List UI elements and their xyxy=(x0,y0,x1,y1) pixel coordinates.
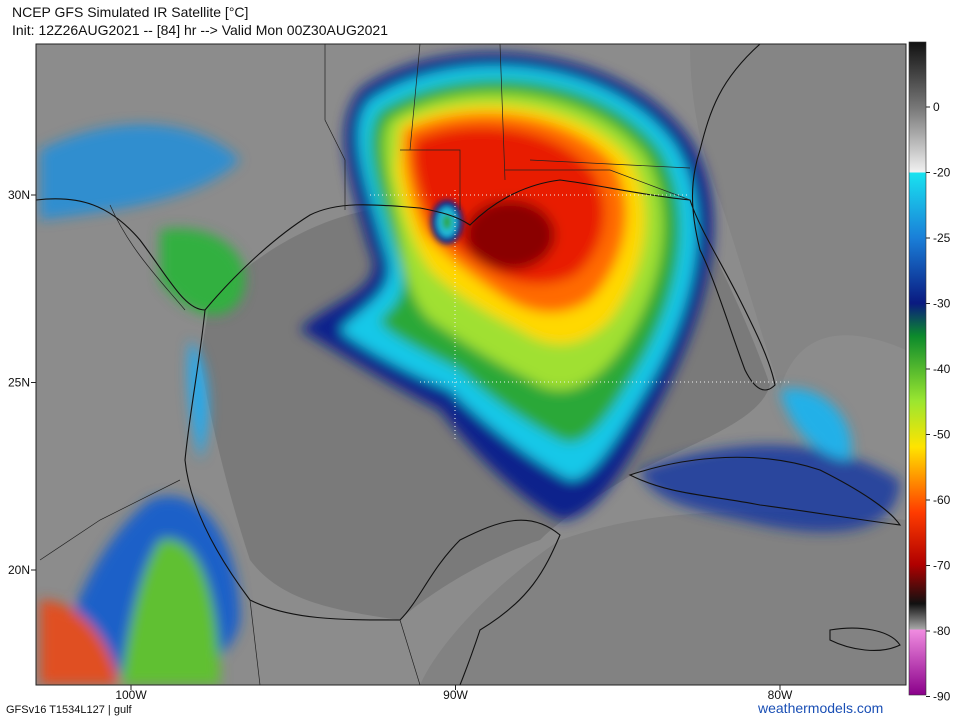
brand: weathermodels.com xyxy=(757,700,883,716)
colorbar-label: -20 xyxy=(933,166,951,180)
colorbar-label: -30 xyxy=(933,297,951,311)
coastline xyxy=(36,44,776,391)
colorbar-label: -50 xyxy=(933,428,951,442)
colorbar-label: -70 xyxy=(933,559,951,573)
cloud-bands xyxy=(40,124,900,685)
lat-label: 25N xyxy=(8,376,30,390)
lat-label: 30N xyxy=(8,188,30,202)
colorbar xyxy=(908,41,927,696)
border xyxy=(39,479,421,685)
colorbar-label: -25 xyxy=(933,231,951,245)
colorbar-label: -40 xyxy=(933,362,951,376)
lat-label: 20N xyxy=(8,563,30,577)
border xyxy=(109,44,691,311)
lon-label: 90W xyxy=(443,688,468,702)
lon-label: 80W xyxy=(768,688,793,702)
caribbean xyxy=(420,511,906,685)
atlantic xyxy=(690,44,906,390)
map xyxy=(36,44,906,685)
colorbar-label: 0 xyxy=(933,100,940,114)
coastline xyxy=(829,627,901,651)
colorbar-label: -80 xyxy=(933,624,951,638)
map-frame xyxy=(35,43,907,686)
title: NCEP GFS Simulated IR Satellite [°C] xyxy=(12,4,248,20)
colorbar-label: -90 xyxy=(933,690,951,704)
model-info: GFSv16 T1534L127 | gulf xyxy=(6,704,133,716)
colorbar-label: -60 xyxy=(933,493,951,507)
subtitle: Init: 12Z26AUG2021 -- [84] hr --> Valid … xyxy=(12,22,388,38)
graticule xyxy=(370,190,790,440)
hurricane-eye xyxy=(431,200,463,244)
coastline xyxy=(184,309,561,685)
coastline xyxy=(628,456,902,526)
lon-label: 100W xyxy=(115,688,147,702)
